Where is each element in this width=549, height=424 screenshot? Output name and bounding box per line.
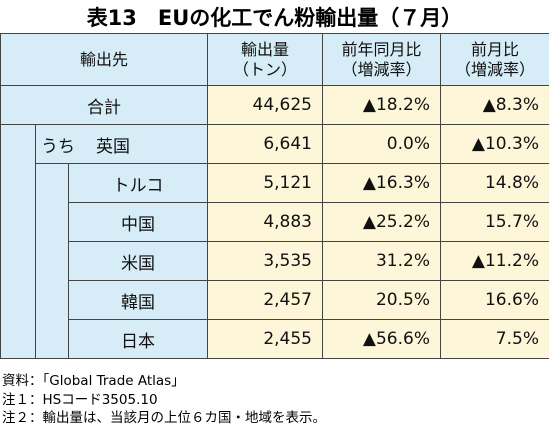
- row-label: 合計: [0, 85, 208, 125]
- cell-text: 韓国: [121, 292, 155, 313]
- cell-text: 米国: [121, 253, 155, 274]
- cell-text: 輸出先: [79, 49, 128, 69]
- note: 資料：「Global Trade Atlas」: [2, 373, 185, 389]
- cell-text: ▲25.2%: [362, 212, 430, 232]
- indent-strip: [0, 124, 36, 359]
- header-cell: 輸出先: [0, 33, 208, 86]
- cell-text: 16.6%: [484, 290, 539, 310]
- value-cell: 2,455: [207, 319, 323, 359]
- cell-text: 6,641: [263, 134, 312, 154]
- cell-text: 20.5%: [375, 290, 430, 310]
- cell-text: 合計: [87, 97, 121, 118]
- row-label: 韓国: [68, 280, 208, 320]
- cell-text: 日本: [121, 331, 155, 352]
- value-cell: ▲8.3%: [440, 85, 549, 125]
- cell-text: 4,883: [263, 212, 312, 232]
- value-cell: 31.2%: [322, 241, 441, 281]
- cell-text: ▲56.6%: [362, 329, 430, 349]
- value-cell: ▲18.2%: [322, 85, 441, 125]
- cell-text: 中国: [121, 214, 155, 235]
- header-cell: 前年同月比 （増減率）: [322, 33, 441, 86]
- value-cell: 2,457: [207, 280, 323, 320]
- note: 注２：輸出量は、当該月の上位６カ国・地域を表示。: [2, 410, 326, 424]
- header-cell: 前月比 （増減率）: [440, 33, 549, 86]
- cell-text: ▲18.2%: [362, 95, 430, 115]
- cell-text: 0.0%: [386, 134, 430, 154]
- header-cell: 輸出量 （トン）: [207, 33, 323, 86]
- value-cell: 15.7%: [440, 202, 549, 242]
- table-title: 表13 EUの化工でん粉輸出量（７月）: [86, 6, 463, 30]
- row-label: 中国: [68, 202, 208, 242]
- value-cell: ▲25.2%: [322, 202, 441, 242]
- cell-text: ▲10.3%: [471, 134, 539, 154]
- cell-text: 2,455: [263, 329, 312, 349]
- cell-text: 14.8%: [484, 173, 539, 193]
- cell-text: トルコ: [112, 175, 164, 196]
- cell-text: 2,457: [263, 290, 312, 310]
- note: 注１：HSコード3505.10: [2, 391, 158, 408]
- value-cell: 0.0%: [322, 124, 441, 164]
- cell-text: 7.5%: [495, 329, 539, 349]
- indent-strip: [35, 163, 69, 359]
- cell-text: 輸出量: [240, 39, 289, 59]
- cell-text: ▲16.3%: [362, 173, 430, 193]
- value-cell: ▲16.3%: [322, 163, 441, 203]
- cell-text: 英国: [96, 136, 130, 157]
- value-cell: 6,641: [207, 124, 323, 164]
- value-cell: 44,625: [207, 85, 323, 125]
- cell-text: 44,625: [252, 95, 312, 115]
- cell-text: 5,121: [263, 173, 312, 193]
- value-cell: 3,535: [207, 241, 323, 281]
- value-cell: 7.5%: [440, 319, 549, 359]
- value-cell: 16.6%: [440, 280, 549, 320]
- value-cell: 20.5%: [322, 280, 441, 320]
- cell-text: （増減率）: [454, 59, 535, 79]
- cell-text: 前月比: [470, 39, 519, 59]
- cell-text: うち: [41, 136, 75, 157]
- cell-text: 前年同月比: [341, 39, 422, 59]
- value-cell: ▲11.2%: [440, 241, 549, 281]
- row-label: うち 英国: [35, 124, 208, 164]
- value-cell: 14.8%: [440, 163, 549, 203]
- row-label: 日本: [68, 319, 208, 359]
- cell-text: 15.7%: [484, 212, 539, 232]
- row-label: 米国: [68, 241, 208, 281]
- row-label: トルコ: [68, 163, 208, 203]
- cell-text: （増減率）: [341, 59, 422, 79]
- cell-text: ▲8.3%: [482, 95, 539, 115]
- cell-text: ▲11.2%: [471, 251, 539, 271]
- cell-text: 3,535: [263, 251, 312, 271]
- cell-text: （トン）: [232, 59, 297, 79]
- value-cell: 5,121: [207, 163, 323, 203]
- value-cell: 4,883: [207, 202, 323, 242]
- value-cell: ▲10.3%: [440, 124, 549, 164]
- value-cell: ▲56.6%: [322, 319, 441, 359]
- cell-text: 31.2%: [375, 251, 430, 271]
